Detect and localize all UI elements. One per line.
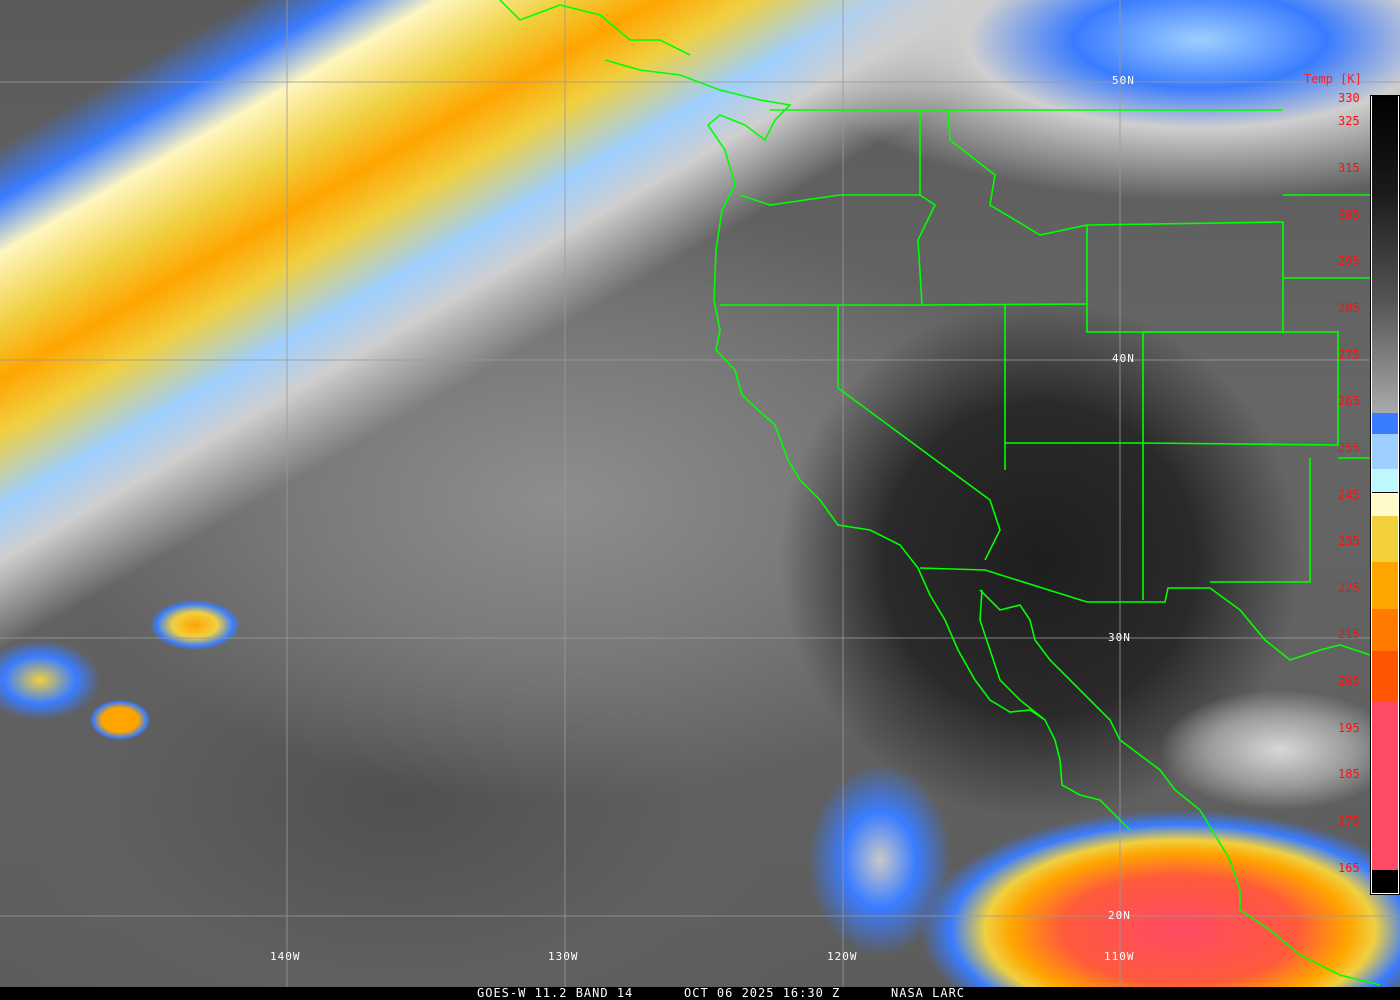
legend-tick-label: 295	[1338, 254, 1360, 269]
legend-tick-label: 285	[1338, 300, 1360, 315]
legend-tick-label: 275	[1338, 347, 1360, 362]
footer-bar: GOES-W 11.2 BAND 14 OCT 06 2025 16:30 Z …	[0, 987, 1400, 1000]
color-bar-segment	[1372, 445, 1398, 470]
gulf-of-california-coast	[979, 589, 1381, 986]
legend-tick-label: 165	[1338, 860, 1360, 875]
legend-tick-label: 325	[1338, 114, 1360, 129]
coastlines-and-borders	[499, 0, 1400, 986]
color-bar-segment	[1372, 609, 1398, 652]
lat-label-20n: 20N	[1108, 909, 1131, 922]
color-bar-segment	[1372, 469, 1398, 493]
state-border-wa-or	[739, 194, 920, 206]
color-bar-segment	[1372, 492, 1398, 516]
color-bar-segment	[1372, 651, 1398, 703]
lat-label-50n: 50N	[1112, 74, 1135, 87]
color-bar-segment	[1372, 96, 1398, 414]
footer-datetime: OCT 06 2025 16:30 Z	[684, 986, 841, 1000]
lat-label-30n: 30N	[1108, 631, 1131, 644]
color-bar-segment	[1372, 434, 1398, 446]
legend-tick-label: 305	[1338, 207, 1360, 222]
gulf-coast-mexico	[1209, 587, 1371, 661]
bc-coast	[499, 0, 691, 56]
footer-satellite: GOES-W 11.2 BAND 14	[477, 986, 634, 1000]
lon-label-110w: 110W	[1104, 950, 1135, 963]
state-border-montana-wyoming	[947, 109, 1284, 333]
legend-tick-label: 195	[1338, 720, 1360, 735]
puget-sound-vancouver-island	[604, 59, 792, 142]
legend-tick-label: 215	[1338, 627, 1360, 642]
legend-tick-label: 245	[1338, 487, 1360, 502]
color-bar-segment	[1372, 413, 1398, 435]
color-bar-segment	[1372, 562, 1398, 610]
pacific-coastline	[707, 124, 1131, 831]
state-border-az-nm	[1005, 331, 1339, 600]
legend-tick-label: 225	[1338, 580, 1360, 595]
legend-tick-label: 315	[1338, 160, 1360, 175]
color-bar-segment	[1372, 870, 1398, 889]
legend-title: Temp [K]	[1304, 72, 1362, 86]
state-border-or-ca	[720, 303, 1088, 306]
footer-source: NASA LARC	[891, 986, 966, 1000]
color-bar-segment	[1372, 702, 1398, 871]
state-border-idaho	[917, 110, 937, 306]
lat-label-40n: 40N	[1112, 352, 1135, 365]
color-bar-segment	[1372, 515, 1398, 563]
state-border-ca-nv	[837, 305, 1001, 561]
state-border-nm-tx	[1210, 458, 1311, 583]
legend-tick-label: 175	[1338, 814, 1360, 829]
legend-tick-label: 185	[1338, 767, 1360, 782]
color-bar	[1370, 95, 1400, 895]
legend-tick-label: 330	[1338, 91, 1360, 105]
baja-east-coast	[979, 589, 1046, 721]
lon-label-130w: 130W	[548, 950, 579, 963]
lon-label-140w: 140W	[270, 950, 301, 963]
legend-tick-label: 205	[1338, 674, 1360, 689]
lon-label-120w: 120W	[827, 950, 858, 963]
legend-tick-label: 235	[1338, 534, 1360, 549]
legend-tick-label: 255	[1338, 440, 1360, 455]
legend-tick-label: 265	[1338, 394, 1360, 409]
us-mexico-border	[919, 567, 1210, 603]
